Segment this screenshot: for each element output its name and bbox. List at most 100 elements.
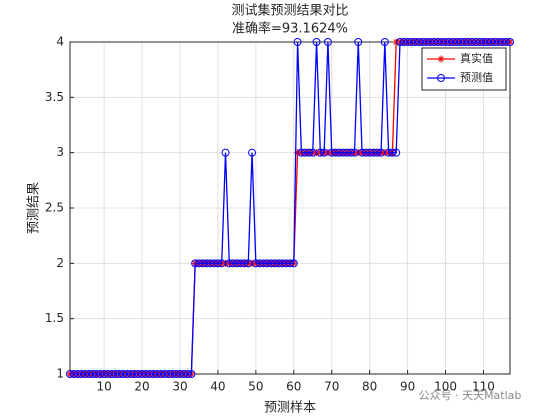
point	[418, 38, 427, 46]
point	[213, 259, 222, 268]
point	[259, 259, 268, 268]
point	[172, 370, 181, 378]
point	[100, 370, 109, 378]
axes-box	[69, 41, 511, 375]
point	[471, 38, 480, 46]
point	[411, 38, 420, 46]
point	[88, 370, 97, 378]
y-tick-label: 4	[56, 35, 64, 49]
point	[407, 38, 416, 46]
point	[217, 259, 226, 268]
point	[369, 148, 378, 157]
point	[468, 38, 477, 46]
point	[441, 38, 450, 46]
x-tick-label: 10	[96, 380, 111, 394]
point	[396, 38, 404, 46]
point	[111, 370, 120, 378]
chart-title: 测试集预测结果对比	[231, 3, 348, 19]
point	[119, 370, 128, 378]
point	[187, 370, 196, 378]
point	[301, 148, 310, 157]
point	[130, 370, 139, 378]
x-tick-label: 70	[324, 380, 339, 394]
point	[506, 38, 514, 46]
point	[270, 259, 279, 268]
point	[358, 148, 367, 157]
point	[160, 370, 169, 378]
point	[251, 259, 260, 268]
point	[380, 38, 389, 46]
x-tick-label: 90	[400, 380, 415, 394]
point	[282, 259, 291, 268]
y-tick-label: 3.5	[45, 90, 64, 104]
legend-label: 真实值	[460, 51, 493, 65]
y-tick-label: 1.5	[45, 311, 64, 325]
x-tick-label: 20	[134, 380, 149, 394]
point	[452, 38, 461, 46]
point	[157, 370, 166, 378]
point	[164, 370, 173, 378]
legend-marker	[437, 74, 445, 82]
point	[475, 38, 484, 46]
point	[342, 148, 351, 157]
x-tick-label: 50	[248, 380, 263, 394]
point	[293, 38, 302, 46]
point	[479, 38, 488, 46]
point	[96, 370, 105, 378]
point	[350, 148, 359, 157]
point	[354, 38, 363, 46]
point	[498, 38, 507, 46]
point	[286, 259, 294, 268]
point	[316, 148, 325, 157]
point	[149, 370, 158, 378]
point	[138, 370, 147, 378]
point	[494, 38, 503, 46]
point	[69, 370, 78, 378]
point	[236, 259, 245, 268]
x-tick-label: 80	[362, 380, 377, 394]
point	[198, 259, 207, 268]
point	[373, 148, 382, 157]
point	[115, 370, 124, 378]
point	[456, 38, 465, 46]
point	[73, 370, 82, 378]
chart-subtitle: 准确率=93.1624%	[232, 21, 348, 37]
point	[320, 148, 329, 157]
point	[244, 259, 253, 268]
point	[183, 370, 192, 378]
point	[437, 38, 446, 46]
point	[403, 38, 412, 46]
point	[433, 38, 442, 46]
point	[377, 148, 386, 157]
point	[179, 370, 188, 378]
y-tick-label: 2	[56, 256, 64, 270]
point	[202, 259, 211, 268]
point	[263, 259, 272, 268]
point	[66, 370, 74, 378]
point	[399, 38, 408, 46]
point	[426, 38, 435, 46]
point	[267, 259, 276, 268]
point	[84, 370, 93, 378]
point	[445, 38, 454, 46]
point	[176, 370, 184, 378]
point	[278, 259, 287, 268]
point	[384, 148, 393, 157]
point	[255, 259, 264, 268]
point	[361, 148, 370, 157]
x-axis-label: 预测样本	[264, 401, 316, 416]
point	[335, 148, 344, 157]
y-tick-label: 1	[56, 367, 64, 381]
point	[331, 148, 340, 157]
point	[483, 38, 492, 46]
point	[312, 38, 321, 46]
point	[225, 259, 234, 268]
watermark: 公众号 · 天天Matlab	[419, 389, 522, 402]
point	[191, 259, 200, 268]
point	[210, 259, 219, 268]
point	[460, 38, 469, 46]
point	[145, 370, 154, 378]
point	[229, 259, 238, 268]
point	[392, 148, 401, 157]
